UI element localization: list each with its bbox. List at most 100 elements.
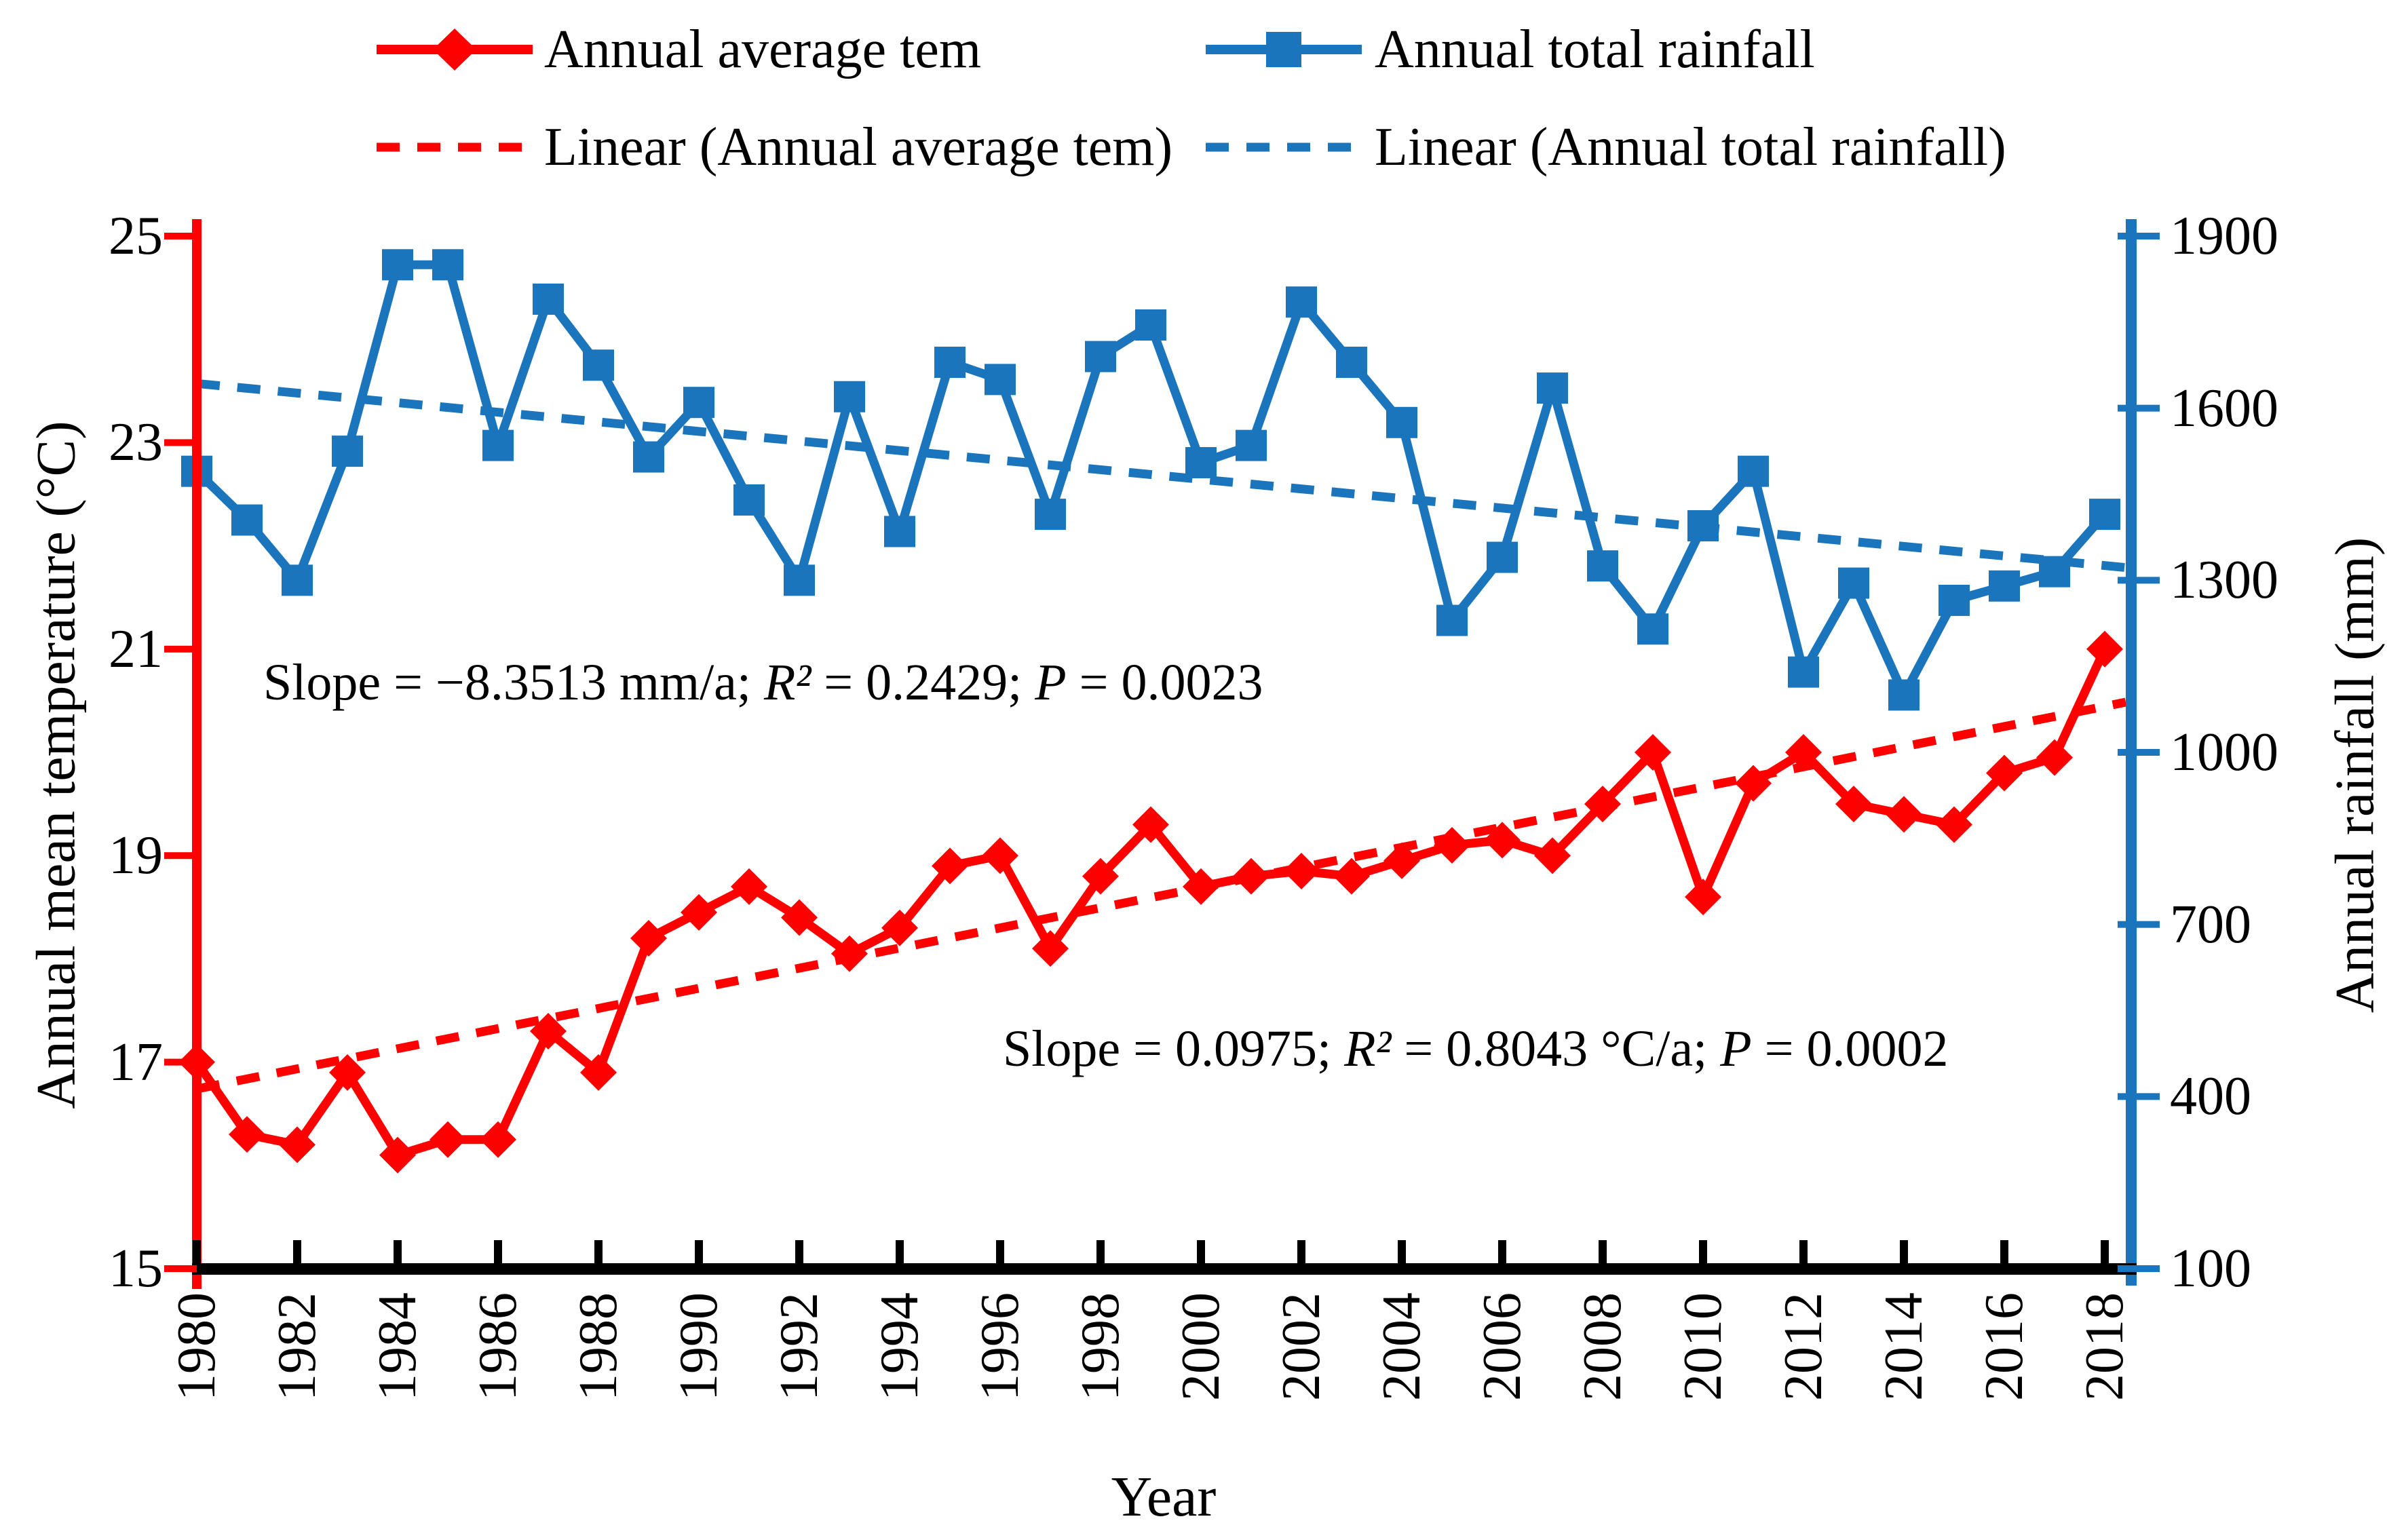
temperature-marker (1685, 879, 1721, 916)
x-axis-title: Year (1111, 1465, 1217, 1528)
x-axis-tick (1096, 1240, 1105, 1263)
rainfall-marker (1687, 510, 1719, 542)
temperature-marker (731, 868, 767, 905)
rainfall-marker (1436, 604, 1468, 636)
temperature-marker (1183, 868, 1219, 905)
x-axis-tick-label: 2016 (1974, 1292, 2034, 1401)
temperature-marker (1986, 754, 2023, 792)
right-axis-tick (2118, 577, 2160, 584)
left-axis-tick-label: 25 (109, 206, 163, 266)
rainfall-marker (382, 249, 413, 281)
rainfall-marker (985, 364, 1016, 396)
temperature-marker (480, 1121, 516, 1158)
left-axis-tick-label: 17 (109, 1032, 163, 1092)
temperature-marker (1534, 837, 1571, 874)
temperature-marker (1032, 930, 1069, 967)
x-axis-tick-label: 2018 (2075, 1292, 2135, 1401)
x-axis-tick-label: 1988 (569, 1292, 628, 1401)
temperature-marker (2086, 630, 2123, 668)
x-axis-tick-label: 1984 (368, 1292, 427, 1401)
x-axis-tick-label: 2008 (1573, 1292, 1632, 1401)
legend-label-temperature: Annual average tem (544, 20, 982, 79)
x-axis-tick-label: 1990 (669, 1292, 729, 1401)
rainfall-marker (1035, 499, 1066, 531)
left-axis-tick (164, 645, 197, 653)
x-axis-tick (1900, 1240, 1908, 1263)
temperature-marker (1283, 853, 1320, 890)
x-axis-tick-label: 2006 (1472, 1292, 1532, 1401)
left-axis-tick (164, 852, 197, 860)
temperature-marker (1785, 734, 1822, 771)
x-axis-tick-label: 1980 (167, 1292, 227, 1401)
x-axis-tick-label: 2014 (1874, 1292, 1934, 1401)
rainfall-marker (934, 347, 966, 379)
rainfall-marker (282, 564, 313, 596)
x-axis-tick (1599, 1240, 1607, 1263)
rainfall-marker (1537, 372, 1568, 404)
left-axis-tick-label: 15 (109, 1239, 163, 1298)
x-axis-tick-label: 2002 (1272, 1292, 1331, 1401)
rainfall-marker (1738, 455, 1769, 487)
right-axis-tick (2118, 921, 2160, 928)
temperature-marker (630, 919, 667, 957)
left-axis-tick-label: 21 (109, 619, 163, 679)
x-axis-tick-label: 1992 (769, 1292, 829, 1401)
left-axis-tick (164, 1265, 197, 1272)
x-axis-tick-label: 2004 (1372, 1292, 1432, 1401)
legend-label-rainfall: Annual total rainfall (1375, 20, 1815, 79)
rainfall-marker (834, 381, 865, 412)
left-axis-tick (164, 233, 197, 239)
x-axis-tick-label: 2000 (1171, 1292, 1231, 1401)
x-axis-tick-label: 1986 (468, 1292, 528, 1401)
legend-label-rainfall-trend: Linear (Annual total rainfall) (1375, 117, 2006, 177)
temperature-marker (1383, 842, 1420, 879)
legend-swatch-shape (433, 28, 476, 71)
temperature-marker (429, 1121, 466, 1158)
right-axis-tick (2118, 749, 2160, 756)
x-axis-tick-label: 1994 (870, 1292, 930, 1401)
right-axis-tick (2118, 1265, 2160, 1272)
temperature-marker (1886, 796, 1922, 833)
x-axis-tick (2000, 1240, 2008, 1263)
rainfall-marker (1185, 446, 1217, 478)
rainfall-marker (1236, 429, 1267, 461)
rainfall-marker (1587, 550, 1618, 582)
x-axis-tick (1699, 1240, 1707, 1263)
right-axis-tick-label: 400 (2170, 1066, 2251, 1127)
temperature-marker (1835, 786, 1872, 823)
rainfall-marker (683, 387, 714, 419)
x-axis-tick (1498, 1240, 1506, 1263)
rainfall-marker (1888, 679, 1920, 711)
x-axis-tick-label: 1982 (267, 1292, 327, 1401)
rainfall-marker (1487, 541, 1518, 573)
x-axis-tick-label: 1996 (970, 1292, 1030, 1401)
temperature-marker (1082, 858, 1119, 895)
legend-swatch-shape (1266, 32, 1301, 67)
temperature-marker (379, 1136, 416, 1174)
temperature-marker (781, 899, 818, 936)
rainfall-marker (1286, 286, 1317, 318)
rainfall-marker (482, 429, 514, 461)
x-axis-line (192, 1263, 2137, 1275)
temperature-marker (1635, 734, 1671, 771)
legend-swatch-temperature-trend (377, 142, 533, 152)
left-axis-tick-label: 23 (109, 412, 163, 473)
temperature-marker (1735, 765, 1772, 802)
x-axis-tick-label: 2012 (1774, 1292, 1833, 1401)
left-axis-tick (164, 439, 197, 446)
rainfall-marker (884, 516, 915, 547)
rainfall-marker (2089, 499, 2120, 531)
right-axis-tick-label: 100 (2170, 1239, 2251, 1298)
temperature-trend-annotation: Slope = 0.0975; R² = 0.8043 °C/a; P = 0.… (1003, 1020, 1949, 1077)
x-axis-tick (896, 1240, 904, 1263)
rainfall-marker (2039, 556, 2070, 588)
x-axis-tick (1398, 1240, 1406, 1263)
x-axis-tick (494, 1240, 502, 1263)
left-axis-tick-label: 19 (109, 826, 163, 886)
left-axis-tick (164, 1058, 197, 1066)
temperature-marker (1132, 806, 1169, 843)
x-axis-tick (1799, 1240, 1808, 1263)
x-axis-tick (193, 1240, 201, 1263)
